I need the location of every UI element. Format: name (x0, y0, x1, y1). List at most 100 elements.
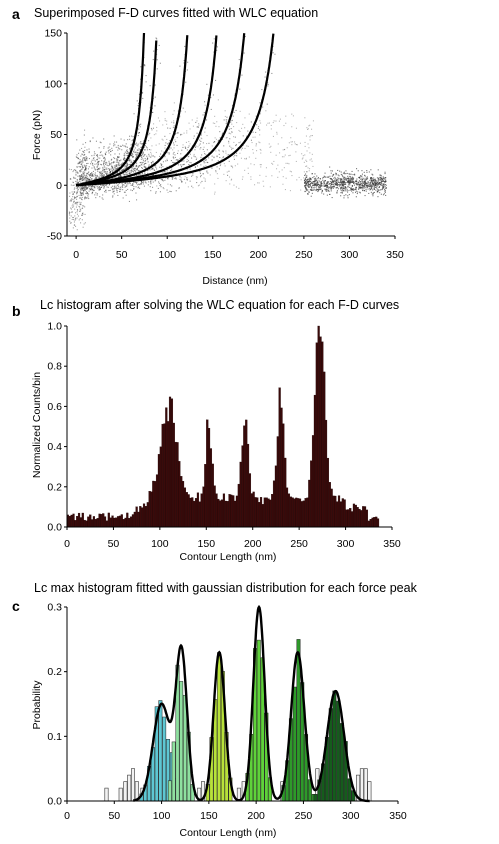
histogram-bar (194, 498, 198, 528)
data-point (81, 199, 83, 201)
data-point (180, 153, 182, 155)
histogram-bar (269, 499, 272, 528)
data-point (103, 174, 105, 176)
data-point (239, 152, 241, 154)
data-point (214, 122, 216, 124)
data-point (83, 175, 85, 177)
data-point (374, 178, 376, 180)
data-point (89, 174, 91, 176)
histogram-bar (76, 516, 79, 528)
data-point (351, 188, 353, 190)
histogram-bar (360, 510, 363, 528)
data-point (83, 223, 85, 225)
data-point (91, 193, 93, 195)
y-tick-label: 1.0 (47, 321, 62, 333)
histogram-bar (219, 500, 222, 528)
data-point (276, 133, 278, 135)
data-point (84, 180, 86, 182)
data-point (136, 169, 138, 171)
data-point (80, 222, 82, 224)
histogram-bar (274, 465, 278, 528)
data-point (88, 158, 90, 160)
data-point (79, 210, 81, 212)
data-point (140, 161, 142, 163)
data-point (385, 179, 387, 181)
data-point (155, 165, 157, 167)
data-point (232, 115, 234, 117)
data-point (366, 170, 368, 172)
data-point (172, 131, 174, 133)
data-point (79, 208, 81, 210)
data-point (383, 177, 385, 179)
data-point (213, 51, 215, 53)
data-point (112, 166, 114, 168)
data-point (127, 188, 129, 190)
histogram-bar (304, 498, 307, 528)
data-point (339, 187, 341, 189)
data-point (342, 190, 344, 192)
data-point (84, 169, 86, 171)
data-point (74, 219, 76, 221)
data-point (226, 119, 228, 121)
histogram-bar (146, 502, 149, 528)
data-point (96, 178, 98, 180)
data-point (145, 75, 147, 77)
data-point (348, 173, 350, 175)
histogram-bar (343, 499, 346, 528)
data-point (169, 133, 171, 135)
data-point (141, 164, 143, 166)
data-point (215, 150, 217, 152)
data-point (336, 184, 338, 186)
data-point (317, 181, 319, 183)
data-point (344, 176, 346, 178)
data-point (347, 191, 349, 193)
panel-letter-c: c (12, 598, 20, 614)
data-point (315, 177, 317, 179)
data-point (379, 183, 381, 185)
data-point (130, 172, 132, 174)
data-point (73, 201, 75, 203)
data-point (84, 146, 86, 148)
data-point (131, 154, 133, 156)
data-point (124, 157, 126, 159)
histogram-bar (330, 488, 333, 528)
data-point (211, 159, 213, 161)
data-point (202, 142, 204, 144)
data-point (119, 160, 121, 162)
data-point (134, 181, 136, 183)
data-point (165, 142, 167, 144)
data-point (196, 157, 198, 159)
data-point (151, 179, 153, 181)
histogram-bar (74, 520, 77, 528)
histogram-bar (105, 520, 109, 528)
data-point (103, 165, 105, 167)
data-point (350, 177, 352, 179)
histogram-bar (155, 474, 159, 528)
data-point (154, 180, 156, 182)
data-point (102, 155, 104, 157)
data-point (355, 188, 357, 190)
data-point (306, 175, 308, 177)
data-point (136, 183, 138, 185)
data-point (79, 197, 81, 199)
histogram-bar (137, 511, 140, 528)
data-point (148, 149, 150, 151)
data-point (312, 189, 314, 191)
data-point (316, 180, 318, 182)
data-point (102, 171, 104, 173)
data-point (153, 174, 155, 176)
data-point (255, 145, 257, 147)
data-point (311, 189, 313, 191)
data-point (354, 173, 356, 175)
data-point (69, 217, 71, 219)
data-point (216, 49, 218, 51)
data-point (311, 128, 313, 130)
data-point (285, 177, 287, 179)
data-point (173, 158, 175, 160)
data-point (88, 171, 90, 173)
data-point (145, 162, 147, 164)
data-point (315, 183, 317, 185)
histogram-bar (171, 741, 176, 802)
data-point (377, 191, 379, 193)
histogram-bar (371, 517, 374, 528)
